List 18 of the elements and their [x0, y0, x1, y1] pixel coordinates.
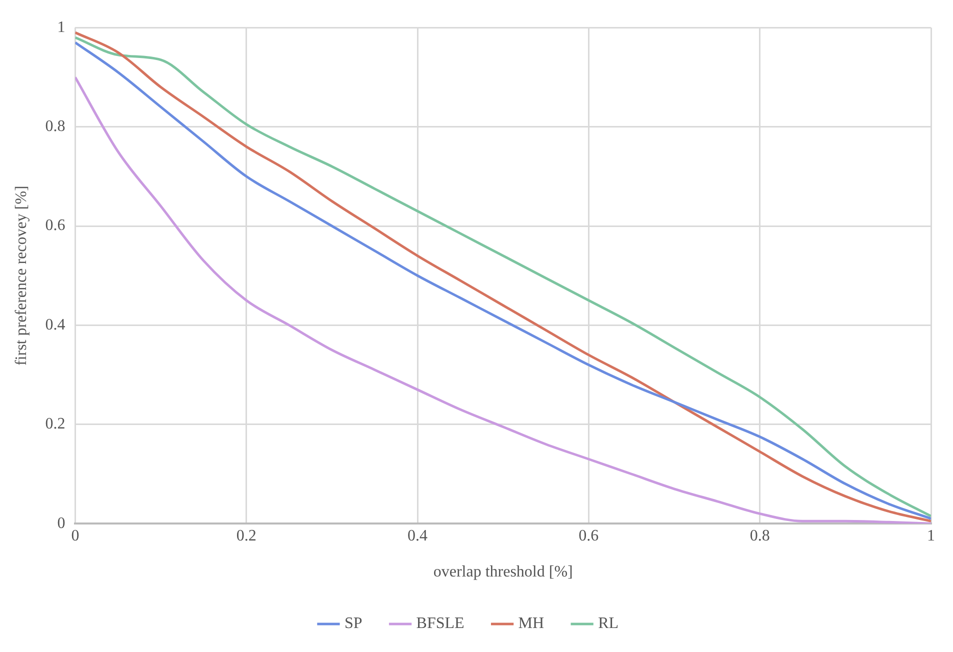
x-tick-label: 0.2	[236, 527, 256, 544]
legend-label: RL	[598, 615, 619, 632]
x-tick-label: 0	[71, 527, 80, 544]
y-tick-label: 0	[57, 514, 66, 532]
legend-label: BFSLE	[416, 615, 464, 632]
y-axis-title: first preference recovey [%]	[12, 186, 30, 366]
y-tick-label: 0.4	[45, 316, 66, 334]
x-axis-title: overlap threshold [%]	[433, 564, 573, 581]
y-tick-label: 0.8	[45, 118, 66, 136]
y-tick-label: 0.2	[45, 416, 66, 433]
x-tick-label: 1	[927, 527, 935, 544]
x-tick-label: 0.8	[750, 527, 770, 544]
x-tick-label: 0.4	[408, 527, 428, 544]
legend-label: SP	[344, 615, 362, 632]
y-tick-label: 0.6	[45, 217, 66, 234]
legend-label: MH	[518, 615, 545, 632]
y-tick-label: 1	[57, 18, 66, 36]
x-tick-label: 0.6	[578, 527, 599, 544]
